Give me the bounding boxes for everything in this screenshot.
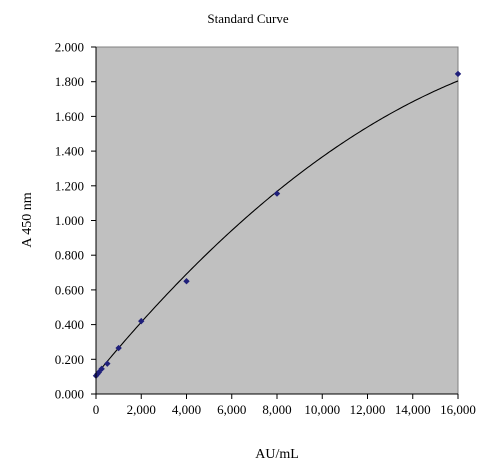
data-point — [115, 344, 122, 352]
x-tick-label: 0 — [93, 402, 100, 417]
x-tick-label: 6,000 — [217, 402, 246, 417]
y-tick-label: 1.000 — [55, 213, 84, 228]
plot-area — [95, 46, 459, 395]
data-point — [454, 70, 462, 78]
x-axis-label: AU/mL — [255, 447, 299, 462]
x-tick-label: 2,000 — [127, 402, 156, 417]
x-tick-label: 12,000 — [350, 402, 386, 417]
y-tick-label: 1.400 — [55, 144, 84, 159]
y-tick-label: 0.400 — [55, 317, 84, 332]
y-tick-label: 0.000 — [55, 387, 84, 402]
y-tick-label: 0.200 — [55, 352, 84, 367]
x-tick-label: 10,000 — [304, 402, 340, 417]
x-tick-label: 16,000 — [440, 402, 476, 417]
x-axis: 0 2,000 4,000 6,000 8,000 10,000 12,000 14,000 1… — [93, 394, 476, 417]
data-point — [183, 278, 190, 285]
y-tick-label: 1.600 — [55, 109, 84, 124]
data-point — [104, 360, 111, 367]
y-axis-label: A 450 nm — [20, 192, 35, 247]
y-tick-label: 2.000 — [55, 40, 84, 55]
y-axis: 0.000 0.200 0.400 0.600 0.800 1.000 1.200 1.400… — [55, 40, 96, 402]
chart-title: Standard Curve — [207, 11, 288, 26]
data-point — [98, 365, 105, 373]
x-tick-label: 8,000 — [262, 402, 291, 417]
data-point — [138, 317, 145, 325]
x-tick-label: 14,000 — [395, 402, 431, 417]
data-point — [273, 190, 281, 197]
y-tick-label: 0.600 — [55, 282, 84, 297]
y-tick-label: 1.800 — [55, 74, 84, 89]
x-tick-label: 4,000 — [172, 402, 201, 417]
y-tick-label: 1.200 — [55, 178, 84, 193]
y-tick-label: 0.800 — [55, 248, 84, 263]
